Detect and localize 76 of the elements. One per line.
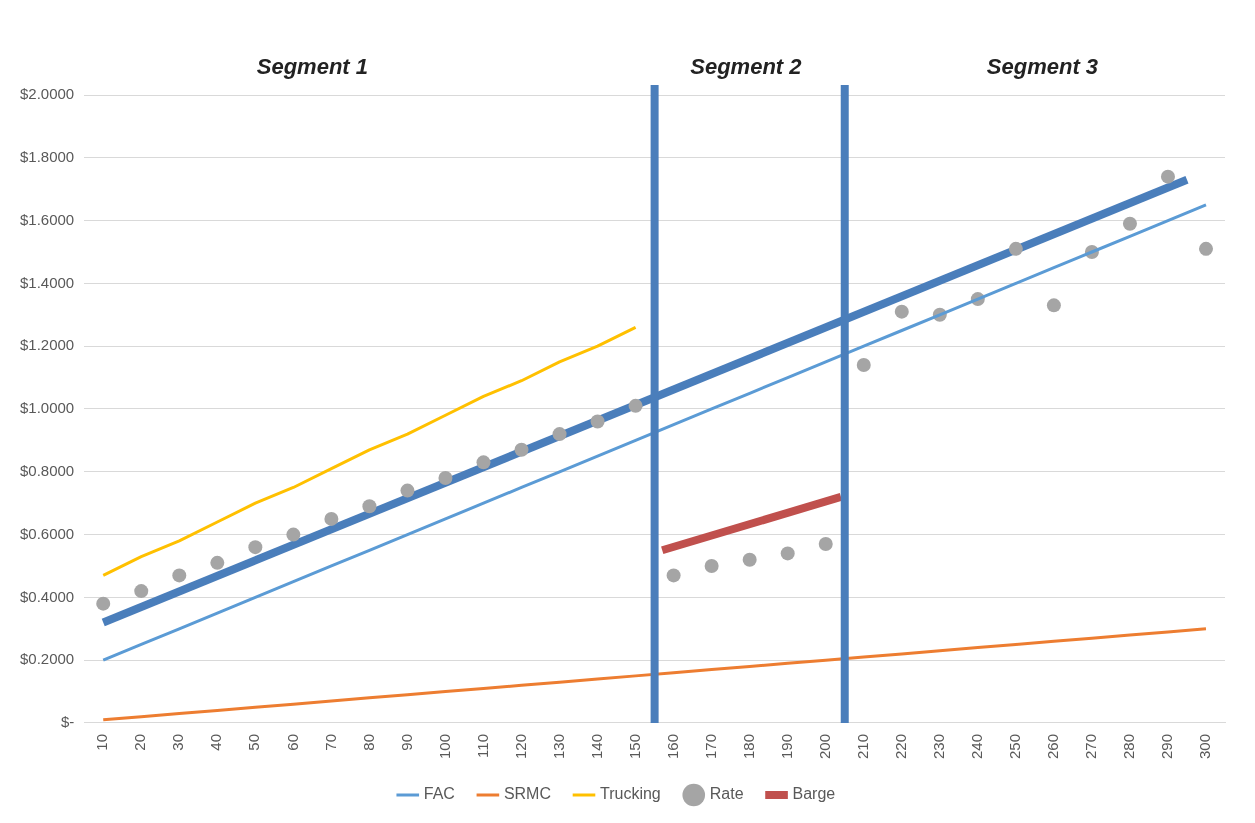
- x-tick-label: 200: [815, 733, 833, 759]
- point: [818, 537, 833, 551]
- legend-label: Trucking: [599, 785, 661, 803]
- x-tick-label: 220: [891, 733, 909, 759]
- x-tick-label: 110: [473, 733, 491, 758]
- point: [248, 540, 263, 555]
- point: [1198, 241, 1213, 256]
- point: [666, 568, 681, 583]
- x-tick-label: 210: [853, 733, 871, 759]
- x-tick-label: 190: [777, 733, 795, 759]
- y-tick-label: $1.6000: [19, 210, 75, 228]
- y-tick-label: $0.4000: [19, 587, 75, 605]
- point: [362, 499, 377, 514]
- x-tick-label: 30: [169, 733, 187, 751]
- x-tick-label: 100: [435, 733, 453, 759]
- x-tick-label: 300: [1196, 733, 1214, 759]
- point: [324, 511, 339, 526]
- point: [96, 596, 111, 611]
- x-tick-label: 240: [967, 733, 985, 759]
- y-tick-label: $1.0000: [19, 399, 75, 417]
- x-tick-label: 40: [207, 733, 225, 751]
- x-tick-label: 230: [929, 733, 947, 759]
- x-tick-label: 70: [321, 733, 339, 751]
- y-tick-label: $0.6000: [19, 524, 75, 542]
- x-tick-label: 130: [549, 733, 567, 759]
- point: [856, 358, 871, 373]
- x-tick-label: 160: [663, 733, 681, 759]
- y-tick-label: $0.2000: [19, 650, 75, 668]
- text: Segment 3: [986, 54, 1099, 80]
- point: [780, 546, 795, 561]
- point: [1008, 241, 1023, 256]
- x-tick-label: 20: [131, 733, 149, 751]
- y-tick-label: $2.0000: [19, 85, 75, 103]
- point: [704, 558, 719, 573]
- y-tick-label: $0.8000: [19, 461, 75, 479]
- point: [1122, 216, 1137, 231]
- x-tick-label: 250: [1006, 733, 1023, 759]
- point: [134, 584, 149, 599]
- y-tick-label: $1.2000: [19, 336, 75, 354]
- point: [590, 414, 605, 429]
- legend-label: FAC: [423, 785, 455, 803]
- text: Segment 1: [256, 54, 369, 80]
- x-tick-label: 10: [93, 733, 111, 751]
- point: [1160, 169, 1175, 184]
- point: [438, 471, 453, 486]
- y-tick-label: $1.4000: [19, 273, 75, 291]
- x-tick-label: 90: [397, 733, 415, 751]
- x-tick-label: 180: [739, 733, 757, 759]
- x-tick-label: 260: [1044, 733, 1062, 759]
- point: [742, 552, 757, 567]
- y-tick-label: $1.8000: [19, 147, 75, 165]
- point: [172, 568, 187, 583]
- x-tick-label: 140: [587, 733, 605, 759]
- x-tick-label: 170: [701, 733, 719, 759]
- x-tick-label: 120: [511, 733, 529, 759]
- point: [628, 398, 643, 413]
- x-tick-label: 290: [1158, 733, 1176, 759]
- point: [1046, 298, 1061, 313]
- point: [552, 427, 567, 442]
- point: [894, 304, 909, 319]
- point: [286, 527, 301, 542]
- point: [400, 483, 415, 498]
- legend-label: Rate: [709, 785, 744, 803]
- text: Segment 2: [690, 54, 803, 80]
- point: [476, 455, 491, 470]
- legend-label: SRMC: [503, 785, 551, 803]
- x-tick-label: 80: [359, 733, 377, 751]
- x-tick-label: 270: [1082, 733, 1100, 759]
- x-tick-label: 60: [283, 733, 301, 751]
- x-tick-label: 50: [245, 733, 263, 751]
- legend-label: Barge: [792, 785, 836, 803]
- x-tick-label: 150: [625, 733, 643, 759]
- y-tick-label: $-: [60, 713, 75, 731]
- x-tick-label: 280: [1120, 733, 1138, 759]
- point: [514, 442, 529, 457]
- point: [210, 555, 225, 570]
